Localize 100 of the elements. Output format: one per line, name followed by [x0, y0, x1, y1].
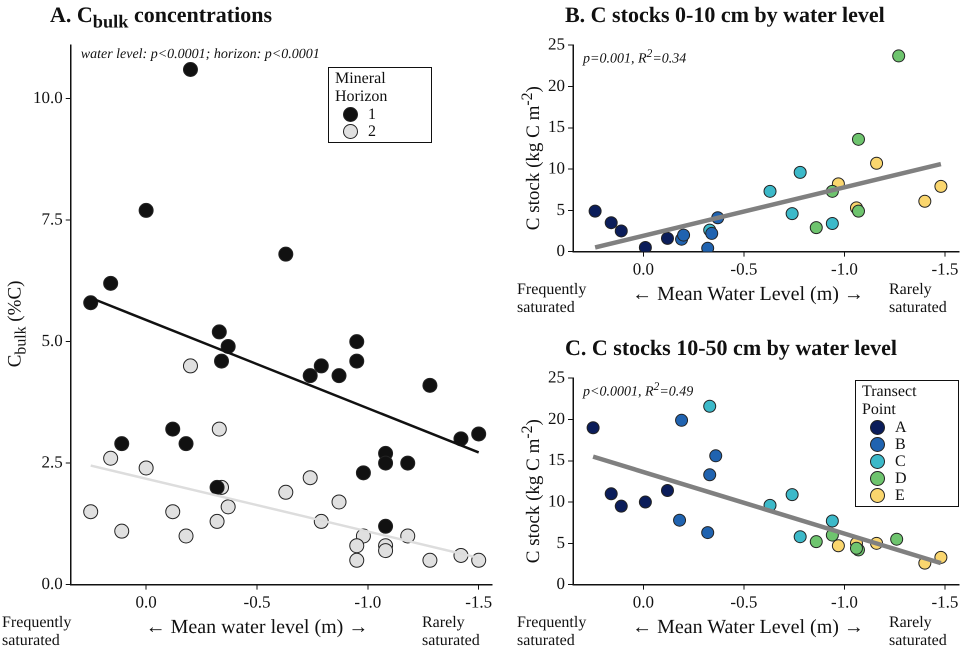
point	[400, 456, 416, 471]
point	[332, 368, 347, 384]
y-tick-label: 20	[548, 76, 565, 95]
chart-title: A. C$_{bulk}$ concentrations	[50, 2, 272, 32]
point	[810, 535, 823, 548]
point	[786, 488, 799, 502]
point	[934, 180, 948, 193]
point	[673, 514, 686, 527]
y-tick-label: 25	[548, 368, 565, 387]
point	[870, 156, 884, 170]
point	[103, 276, 118, 291]
point	[212, 324, 227, 340]
point	[165, 504, 180, 520]
point	[349, 334, 364, 350]
x-axis-title: ← Mean water level (m) →	[146, 615, 368, 639]
point	[114, 436, 130, 452]
point	[703, 400, 716, 413]
x-axis-title: ← Mean Water Level (m) →	[632, 615, 864, 639]
point	[918, 194, 932, 208]
point	[378, 456, 394, 471]
chart-title: C. C stocks 10-50 cm by water level	[565, 335, 897, 361]
text: Rarely saturated	[422, 614, 481, 650]
text: Rarely saturated	[888, 614, 948, 650]
point	[138, 202, 154, 218]
y-tick-label: 20	[548, 408, 565, 428]
annotation: water level: p<0.0001; horizon: p<0.0001	[80, 47, 320, 64]
point	[212, 422, 227, 437]
x-tick-label: -1.0	[354, 592, 382, 612]
x-tick-label: -0.5	[730, 259, 758, 278]
x-axis-title: ← Mean Water Level (m) →	[632, 282, 864, 306]
legend-label: D	[895, 470, 907, 488]
legend-label: C	[895, 453, 906, 470]
point	[826, 514, 839, 528]
point	[378, 518, 394, 534]
text: Frequently saturated	[517, 281, 588, 317]
point	[604, 216, 618, 230]
point	[220, 499, 236, 514]
point	[675, 414, 688, 427]
chart-title: B. C stocks 0-10 cm by water level	[565, 2, 885, 28]
point	[705, 226, 718, 240]
text: Frequently saturated	[517, 614, 588, 650]
point	[302, 368, 318, 384]
point	[165, 422, 180, 437]
point	[349, 354, 364, 369]
point	[832, 539, 845, 552]
x-tick-label: -1.0	[830, 592, 858, 612]
y-tick-label: 10	[548, 158, 565, 178]
point	[786, 207, 799, 220]
point	[794, 530, 807, 544]
x-tick-label: -1.5	[931, 259, 958, 278]
legend-label: A	[895, 419, 907, 436]
point	[660, 232, 674, 245]
point	[349, 552, 364, 568]
point	[852, 204, 865, 218]
y-tick-label: 2.5	[42, 452, 63, 472]
point	[83, 504, 98, 520]
point	[178, 528, 194, 544]
point	[660, 484, 674, 497]
point	[604, 487, 618, 500]
y-tick-label: 0	[556, 574, 565, 594]
x-tick-label: 0.0	[136, 592, 157, 612]
point	[588, 204, 602, 218]
point	[471, 552, 486, 568]
legend-label: E	[895, 487, 905, 504]
legend-label: 2	[368, 123, 376, 140]
point	[278, 484, 294, 500]
point	[214, 354, 230, 369]
point	[810, 221, 823, 234]
legend-title: Mineral Horizon	[335, 70, 388, 106]
point	[182, 62, 198, 77]
point	[103, 450, 118, 466]
text: Frequently saturated	[2, 614, 72, 650]
point	[703, 468, 716, 482]
point	[356, 465, 371, 480]
point	[138, 460, 154, 476]
y-tick-label: 0	[556, 241, 565, 260]
x-tick-label: 0.0	[632, 259, 654, 278]
point	[422, 378, 438, 393]
point	[210, 514, 225, 529]
point	[709, 449, 722, 462]
point	[378, 543, 394, 558]
point	[890, 532, 904, 546]
text: Rarely saturated	[888, 281, 948, 317]
point	[349, 538, 364, 554]
point	[638, 240, 652, 252]
y-tick-label: 5.0	[42, 331, 63, 350]
y-tick-label: 5	[556, 532, 565, 552]
point	[471, 426, 486, 442]
x-tick-label: -0.5	[244, 592, 270, 612]
y-tick-label: 10	[548, 492, 565, 511]
point	[764, 184, 777, 198]
point	[302, 470, 318, 486]
point	[638, 496, 652, 509]
point	[614, 500, 628, 513]
y-tick-label: 5	[556, 200, 565, 219]
point	[701, 526, 714, 540]
point	[422, 552, 438, 568]
y-tick-label: 0.0	[42, 574, 63, 594]
point	[614, 224, 628, 238]
x-tick-label: -0.5	[730, 592, 758, 612]
